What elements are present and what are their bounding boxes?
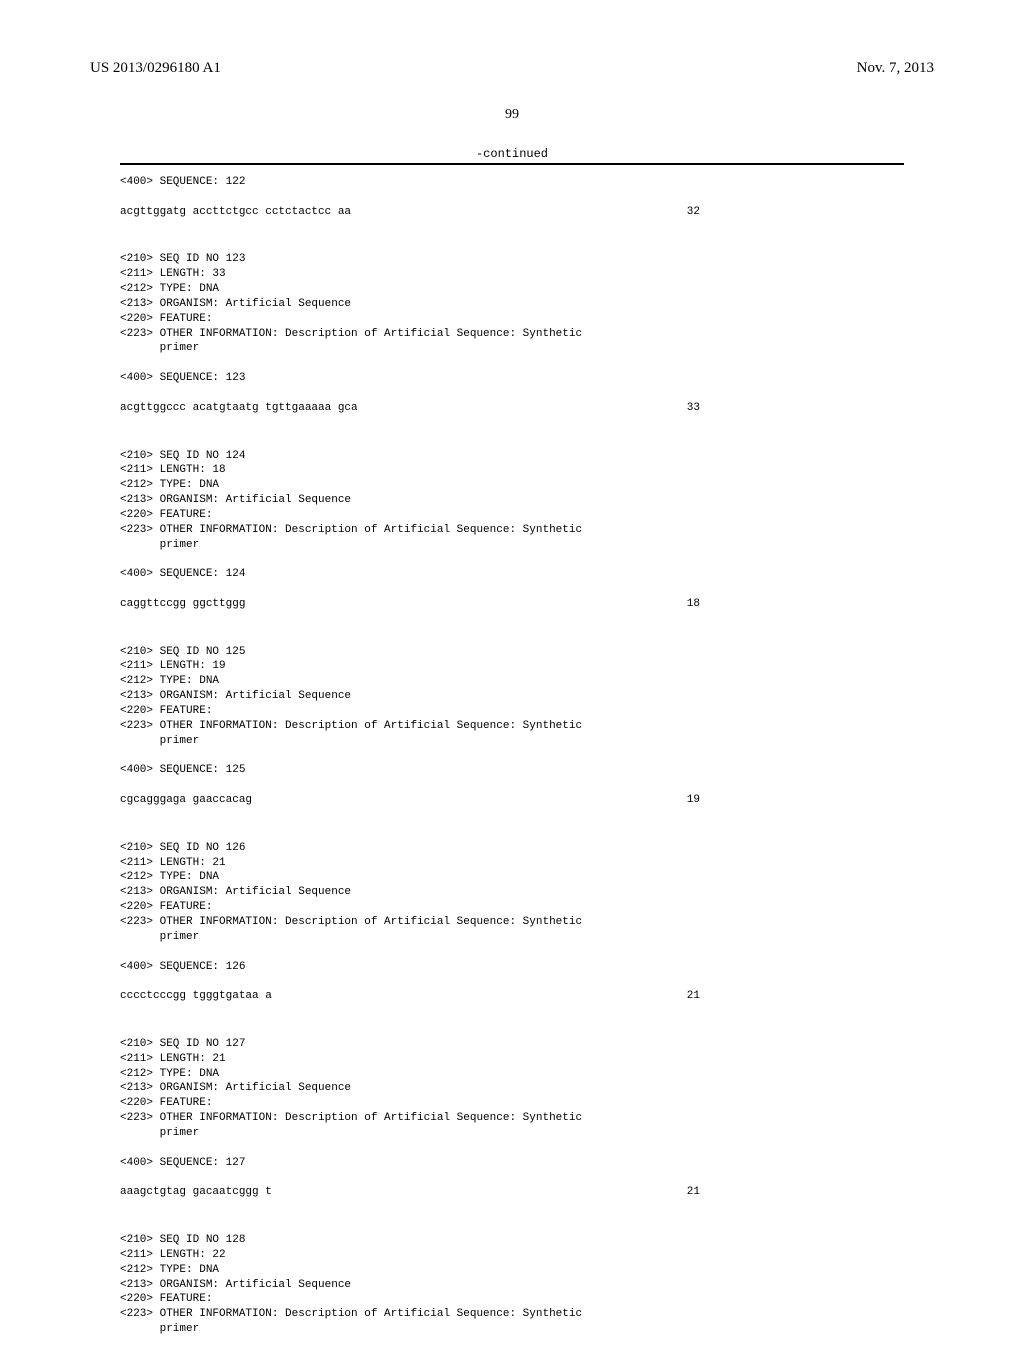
- sequence-meta-line: <400> SEQUENCE: 126: [120, 960, 904, 975]
- sequence-meta-line: <223> OTHER INFORMATION: Description of …: [120, 327, 904, 342]
- block-gap: [120, 1004, 904, 1019]
- block-gap: [120, 612, 904, 627]
- sequence-meta-line: <220> FEATURE:: [120, 1096, 904, 1111]
- sequence-meta-line: [120, 749, 904, 764]
- sequence-meta-line: [120, 1141, 904, 1156]
- sequence-meta-line: <223> OTHER INFORMATION: Description of …: [120, 1111, 904, 1126]
- sequence-meta-line: <223> OTHER INFORMATION: Description of …: [120, 915, 904, 930]
- sequence-block: <400> SEQUENCE: 122 acgttggatg accttctgc…: [120, 175, 904, 234]
- sequence-meta-line: <213> ORGANISM: Artificial Sequence: [120, 885, 904, 900]
- sequence-text: acgttggatg accttctgcc cctctactcc aa: [120, 205, 351, 220]
- sequence-meta-line: <210> SEQ ID NO 123: [120, 252, 904, 267]
- sequence-meta-line: <220> FEATURE:: [120, 704, 904, 719]
- sequence-meta-line: <210> SEQ ID NO 127: [120, 1037, 904, 1052]
- sequence-meta-line: [120, 552, 904, 567]
- sequence-block: <210> SEQ ID NO 124<211> LENGTH: 18<212>…: [120, 449, 904, 627]
- sequence-meta-line: <211> LENGTH: 21: [120, 856, 904, 871]
- sequence-line: acgttggccc acatgtaatg tgttgaaaaa gca 33: [120, 401, 700, 416]
- sequence-meta-line: primer: [120, 538, 904, 553]
- page-header: US 2013/0296180 A1 Nov. 7, 2013: [90, 60, 934, 77]
- blank-line: [120, 1170, 904, 1185]
- sequence-meta-line: <213> ORGANISM: Artificial Sequence: [120, 1081, 904, 1096]
- sequence-meta-line: <211> LENGTH: 18: [120, 463, 904, 478]
- sequence-meta-line: <213> ORGANISM: Artificial Sequence: [120, 689, 904, 704]
- sequence-meta-line: <211> LENGTH: 33: [120, 267, 904, 282]
- sequence-meta-line: primer: [120, 1322, 904, 1337]
- blank-line: [120, 974, 904, 989]
- blank-line: [120, 190, 904, 205]
- sequence-length-position: 21: [687, 989, 700, 1004]
- sequence-meta-line: primer: [120, 734, 904, 749]
- sequence-meta-line: <400> SEQUENCE: 127: [120, 1156, 904, 1171]
- sequence-meta-line: [120, 945, 904, 960]
- sequence-meta-line: <400> SEQUENCE: 122: [120, 175, 904, 190]
- sequence-meta-line: <223> OTHER INFORMATION: Description of …: [120, 523, 904, 538]
- page-number: 99: [90, 107, 934, 123]
- sequence-meta-line: <213> ORGANISM: Artificial Sequence: [120, 1278, 904, 1293]
- sequence-block: <210> SEQ ID NO 127<211> LENGTH: 21<212>…: [120, 1037, 904, 1215]
- sequence-meta-line: <212> TYPE: DNA: [120, 1067, 904, 1082]
- continued-label: -continued: [90, 147, 934, 161]
- sequence-meta-line: <220> FEATURE:: [120, 508, 904, 523]
- publication-date: Nov. 7, 2013: [857, 60, 934, 77]
- sequence-line: cccctcccgg tgggtgataa a 21: [120, 989, 700, 1004]
- sequence-meta-line: <220> FEATURE:: [120, 900, 904, 915]
- sequence-meta-line: primer: [120, 341, 904, 356]
- sequence-block: <210> SEQ ID NO 128<211> LENGTH: 22<212>…: [120, 1233, 904, 1352]
- sequence-text: cgcagggaga gaaccacag: [120, 793, 252, 808]
- sequence-length-position: 32: [687, 205, 700, 220]
- sequence-block: <210> SEQ ID NO 123<211> LENGTH: 33<212>…: [120, 252, 904, 430]
- sequence-meta-line: <213> ORGANISM: Artificial Sequence: [120, 297, 904, 312]
- block-gap: [120, 220, 904, 235]
- sequence-meta-line: primer: [120, 930, 904, 945]
- block-gap: [120, 808, 904, 823]
- sequence-meta-line: <212> TYPE: DNA: [120, 870, 904, 885]
- block-gap: [120, 416, 904, 431]
- sequence-meta-line: <210> SEQ ID NO 126: [120, 841, 904, 856]
- sequence-meta-line: <211> LENGTH: 19: [120, 659, 904, 674]
- page: US 2013/0296180 A1 Nov. 7, 2013 99 -cont…: [0, 0, 1024, 1320]
- sequence-meta-line: <212> TYPE: DNA: [120, 1263, 904, 1278]
- sequence-meta-line: <210> SEQ ID NO 125: [120, 645, 904, 660]
- sequence-meta-line: <400> SEQUENCE: 123: [120, 371, 904, 386]
- sequence-line: aaagctgtag gacaatcggg t 21: [120, 1185, 700, 1200]
- sequence-line: caggttccgg ggcttggg 18: [120, 597, 700, 612]
- sequence-meta-line: [120, 356, 904, 371]
- sequence-meta-line: <210> SEQ ID NO 128: [120, 1233, 904, 1248]
- sequence-meta-line: <212> TYPE: DNA: [120, 282, 904, 297]
- sequence-length-position: 18: [687, 597, 700, 612]
- sequence-meta-line: <400> SEQUENCE: 124: [120, 567, 904, 582]
- sequence-meta-line: <223> OTHER INFORMATION: Description of …: [120, 719, 904, 734]
- sequence-meta-line: <220> FEATURE:: [120, 1292, 904, 1307]
- sequence-meta-line: <212> TYPE: DNA: [120, 674, 904, 689]
- sequence-block: <210> SEQ ID NO 125<211> LENGTH: 19<212>…: [120, 645, 904, 823]
- blank-line: [120, 778, 904, 793]
- block-gap: [120, 1337, 904, 1352]
- sequence-meta-line: <210> SEQ ID NO 124: [120, 449, 904, 464]
- sequence-meta-line: <213> ORGANISM: Artificial Sequence: [120, 493, 904, 508]
- sequence-listing: <400> SEQUENCE: 122 acgttggatg accttctgc…: [120, 175, 904, 1352]
- sequence-length-position: 21: [687, 1185, 700, 1200]
- sequence-meta-line: <211> LENGTH: 21: [120, 1052, 904, 1067]
- sequence-line: acgttggatg accttctgcc cctctactcc aa 32: [120, 205, 700, 220]
- sequence-text: acgttggccc acatgtaatg tgttgaaaaa gca: [120, 401, 358, 416]
- sequence-length-position: 33: [687, 401, 700, 416]
- sequence-meta-line: primer: [120, 1126, 904, 1141]
- blank-line: [120, 582, 904, 597]
- sequence-text: aaagctgtag gacaatcggg t: [120, 1185, 272, 1200]
- sequence-length-position: 19: [687, 793, 700, 808]
- sequence-block: <210> SEQ ID NO 126<211> LENGTH: 21<212>…: [120, 841, 904, 1019]
- sequence-text: cccctcccgg tgggtgataa a: [120, 989, 272, 1004]
- sequence-line: cgcagggaga gaaccacag 19: [120, 793, 700, 808]
- horizontal-rule: [120, 163, 904, 165]
- blank-line: [120, 386, 904, 401]
- block-gap: [120, 1200, 904, 1215]
- publication-number: US 2013/0296180 A1: [90, 60, 221, 77]
- sequence-meta-line: <400> SEQUENCE: 125: [120, 763, 904, 778]
- sequence-meta-line: <220> FEATURE:: [120, 312, 904, 327]
- sequence-text: caggttccgg ggcttggg: [120, 597, 245, 612]
- sequence-meta-line: <211> LENGTH: 22: [120, 1248, 904, 1263]
- sequence-meta-line: <212> TYPE: DNA: [120, 478, 904, 493]
